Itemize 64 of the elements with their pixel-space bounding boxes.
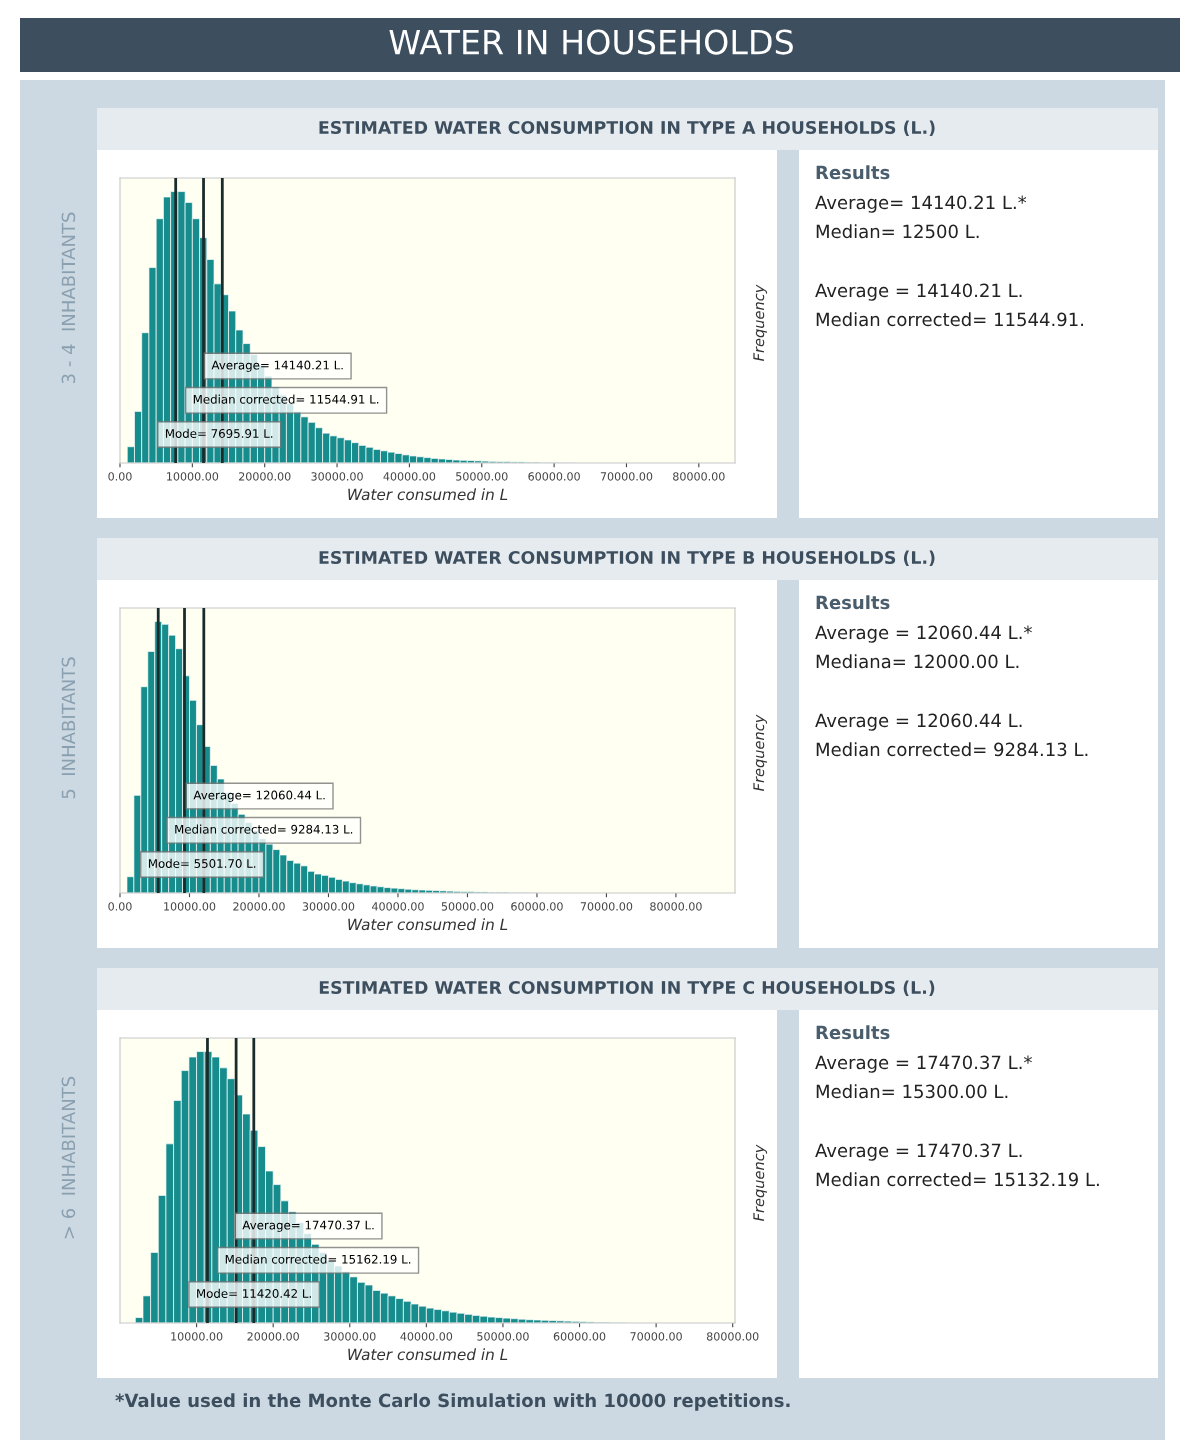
x-tick-label: 20000.00 <box>233 902 285 911</box>
text: Median= 12500 L. <box>816 224 979 239</box>
chart-title: ESTIMATED WATER CONSUMPTION IN TYPE A HOUSEHOLDS (L.) <box>319 120 935 137</box>
x-tick-label: 60000.00 <box>553 1332 606 1341</box>
text: Average= 14140.21 L.* <box>815 195 1027 213</box>
x-tick-label: 40000.00 <box>372 902 424 911</box>
chart-title: ESTIMATED WATER CONSUMPTION IN TYPE B HOUSEHOLDS (L.) <box>319 550 935 567</box>
x-tick-label: 10000.00 <box>171 1332 223 1341</box>
text: Median corrected= 9284.13 L. <box>816 742 1088 757</box>
chart-title: ESTIMATED WATER CONSUMPTION IN TYPE C HOUSEHOLDS (L.) <box>319 980 935 997</box>
ref-line-label: Average= 17470.37 L. <box>242 1220 374 1232</box>
x-axis-title: Water consumed in L <box>348 1348 508 1361</box>
text: Average = 12060.44 L.* <box>815 625 1032 643</box>
x-tick-label: 60000.00 <box>528 472 580 481</box>
x-tick-label: 70000.00 <box>600 472 653 481</box>
x-axis-title: Water consumed in L <box>348 918 508 931</box>
x-tick-label: 10000.00 <box>167 472 219 481</box>
ref-line-label: Average= 14140.21 L. <box>211 360 343 372</box>
ref-line-label: Average= 12060.44 L. <box>193 790 325 802</box>
text: Mediana= 12000.00 L. <box>816 654 1019 669</box>
x-axis-title: Water consumed in L <box>348 488 508 501</box>
x-tick-label: 0.00 <box>108 472 132 481</box>
x-tick-label: 80000.00 <box>673 472 725 481</box>
text: Median= 15300.00 L. <box>816 1084 1008 1099</box>
x-tick-label: 50000.00 <box>456 472 508 481</box>
x-tick-label: 30000.00 <box>302 902 355 911</box>
x-tick-label: 20000.00 <box>239 472 291 481</box>
text: 5 INHABITANTS <box>61 657 76 799</box>
x-tick-label: 30000.00 <box>311 472 363 481</box>
ref-line-label: Mode= 5501.70 L. <box>148 858 256 868</box>
text: > 6 INHABITANTS <box>61 1076 76 1239</box>
ref-line-label: Median corrected= 11544.91 L. <box>193 394 379 404</box>
x-tick-label: 30000.00 <box>324 1332 376 1341</box>
text: Median corrected= 11544.91. <box>816 312 1083 327</box>
y-axis-title: Frequency <box>753 714 768 791</box>
x-tick-label: 50000.00 <box>441 902 494 911</box>
x-tick-label: 80000.00 <box>650 902 702 911</box>
x-tick-label: 40000.00 <box>383 472 436 481</box>
x-tick-label: 60000.00 <box>511 902 563 911</box>
text: Average = 14140.21 L. <box>815 283 1022 301</box>
text: Results <box>816 165 890 180</box>
text: Median corrected= 15132.19 L. <box>816 1172 1099 1187</box>
y-axis-title: Frequency <box>753 284 768 361</box>
x-tick-label: 10000.00 <box>164 902 216 911</box>
ref-line-label: Median corrected= 15162.19 L. <box>225 1254 411 1264</box>
text: Results <box>816 1025 890 1040</box>
x-tick-label: 0.00 <box>108 902 132 911</box>
text: *Value used in the Monte Carlo Simulation with 10000 repetitions. <box>115 1393 790 1411</box>
text: Average = 17470.37 L. <box>815 1143 1022 1161</box>
text: Results <box>816 595 890 610</box>
text: Average = 12060.44 L. <box>815 713 1022 731</box>
x-tick-label: 40000.00 <box>400 1332 453 1341</box>
x-tick-label: 80000.00 <box>706 1332 759 1341</box>
x-tick-label: 20000.00 <box>247 1332 299 1341</box>
text: WATER IN HOUSEHOLDS <box>389 29 793 55</box>
ref-line-label: Mode= 7695.91 L. <box>165 428 273 438</box>
text: Average = 17470.37 L.* <box>815 1055 1032 1073</box>
x-tick-label: 70000.00 <box>580 902 633 911</box>
x-tick-label: 50000.00 <box>477 1332 529 1341</box>
text: 3 - 4 INHABITANTS <box>61 212 76 384</box>
ref-line-label: Mode= 11420.42 L. <box>197 1288 311 1298</box>
ref-line-label: Median corrected= 9284.13 L. <box>175 824 353 834</box>
y-axis-title: Frequency <box>753 1144 768 1221</box>
x-tick-label: 70000.00 <box>630 1332 682 1341</box>
